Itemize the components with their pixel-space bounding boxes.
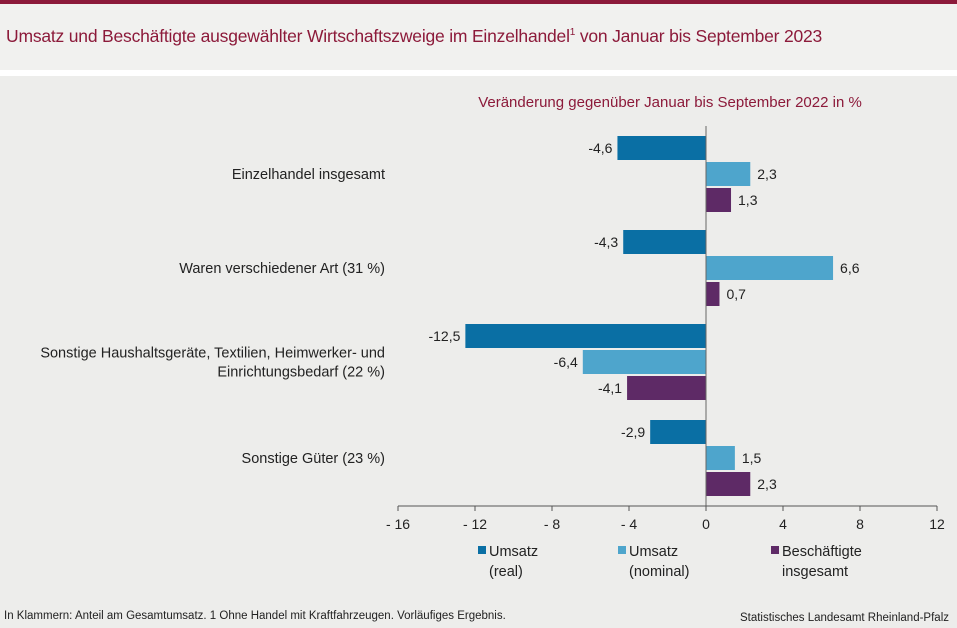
category-label-3-0: Sonstige Güter (23 %) bbox=[242, 451, 385, 467]
value-label-nominal-2: -6,4 bbox=[554, 354, 578, 370]
value-label-real-2: -12,5 bbox=[428, 328, 460, 344]
source-credit: Statistisches Landesamt Rheinland-Pfalz bbox=[739, 612, 949, 624]
bar-employees-2 bbox=[627, 376, 706, 400]
category-label-0-0: Einzelhandel insgesamt bbox=[232, 167, 385, 183]
title-superscript: 1 bbox=[569, 27, 576, 39]
value-label-employees-3: 2,3 bbox=[757, 476, 777, 492]
chart-area bbox=[0, 76, 957, 628]
legend-label-real-0: Umsatz bbox=[489, 544, 538, 560]
value-label-employees-0: 1,3 bbox=[738, 192, 758, 208]
x-tick-label-5: 4 bbox=[779, 516, 787, 532]
legend-swatch-real bbox=[478, 546, 486, 554]
bar-real-1 bbox=[623, 230, 706, 254]
x-tick-label-4: 0 bbox=[702, 516, 710, 532]
legend-swatch-employees bbox=[771, 546, 779, 554]
category-label-2-1: Einrichtungsbedarf (22 %) bbox=[217, 365, 385, 381]
legend-swatch-nominal bbox=[618, 546, 626, 554]
legend-label-employees-0: Beschäftigte bbox=[782, 544, 862, 560]
bar-employees-1 bbox=[706, 282, 720, 306]
category-label-2-0: Sonstige Haushaltsgeräte, Textilien, Hei… bbox=[40, 346, 385, 362]
bar-nominal-1 bbox=[706, 256, 834, 280]
value-label-employees-1: 0,7 bbox=[726, 286, 746, 302]
bar-nominal-3 bbox=[706, 446, 735, 470]
chart-header bbox=[0, 4, 957, 70]
x-tick-label-6: 8 bbox=[856, 516, 864, 532]
value-label-real-0: -4,6 bbox=[588, 140, 612, 156]
x-tick-label-3: - 4 bbox=[621, 516, 638, 532]
title-rest: von Januar bis September 2023 bbox=[575, 26, 823, 46]
x-tick-label-1: - 12 bbox=[463, 516, 487, 532]
bar-employees-0 bbox=[706, 188, 732, 212]
x-tick-label-0: - 16 bbox=[386, 516, 410, 532]
legend-label-real-1: (real) bbox=[489, 564, 523, 580]
value-label-nominal-3: 1,5 bbox=[742, 450, 762, 466]
top-accent-bar bbox=[0, 0, 957, 4]
bar-nominal-2 bbox=[582, 350, 706, 374]
x-tick-label-2: - 8 bbox=[544, 516, 561, 532]
category-label-1-0: Waren verschiedener Art (31 %) bbox=[179, 261, 385, 277]
footnote: In Klammern: Anteil am Gesamtumsatz. 1 O… bbox=[4, 610, 506, 622]
chart-subtitle: Veränderung gegenüber Januar bis Septemb… bbox=[478, 94, 862, 111]
value-label-nominal-1: 6,6 bbox=[840, 260, 860, 276]
header-separator bbox=[0, 70, 957, 76]
legend-label-nominal-0: Umsatz bbox=[629, 544, 678, 560]
x-tick-label-7: 12 bbox=[929, 516, 945, 532]
value-label-real-1: -4,3 bbox=[594, 234, 618, 250]
bar-real-0 bbox=[617, 136, 706, 160]
bar-real-2 bbox=[465, 324, 706, 348]
value-label-real-3: -2,9 bbox=[621, 424, 645, 440]
value-label-nominal-0: 2,3 bbox=[757, 166, 777, 182]
bar-nominal-0 bbox=[706, 162, 751, 186]
legend-label-employees-1: insgesamt bbox=[782, 564, 848, 580]
bar-real-3 bbox=[650, 420, 706, 444]
title-main: Umsatz und Beschäftigte ausgewählter Wir… bbox=[6, 26, 570, 46]
legend-label-nominal-1: (nominal) bbox=[629, 564, 689, 580]
chart-title: Umsatz und Beschäftigte ausgewählter Wir… bbox=[6, 26, 822, 47]
bar-employees-3 bbox=[706, 472, 751, 496]
value-label-employees-2: -4,1 bbox=[598, 380, 622, 396]
